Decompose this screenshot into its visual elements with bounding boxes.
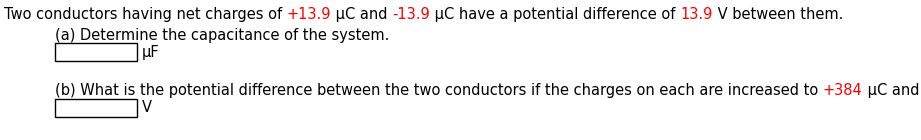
Text: μC have a potential difference of: μC have a potential difference of — [430, 7, 680, 22]
Text: -13.9: -13.9 — [392, 7, 430, 22]
Text: μF: μF — [142, 45, 159, 60]
Text: V: V — [142, 101, 152, 116]
Text: μC and: μC and — [332, 7, 392, 22]
Bar — [55, 43, 137, 61]
Bar — [55, 99, 137, 117]
Text: V between them.: V between them. — [713, 7, 843, 22]
Text: (a) Determine the capacitance of the system.: (a) Determine the capacitance of the sys… — [55, 28, 390, 43]
Text: 13.9: 13.9 — [680, 7, 713, 22]
Text: μC and: μC and — [863, 83, 921, 98]
Text: +384: +384 — [822, 83, 863, 98]
Text: (b) What is the potential difference between the two conductors if the charges o: (b) What is the potential difference bet… — [55, 83, 822, 98]
Text: Two conductors having net charges of: Two conductors having net charges of — [4, 7, 286, 22]
Text: +13.9: +13.9 — [286, 7, 332, 22]
